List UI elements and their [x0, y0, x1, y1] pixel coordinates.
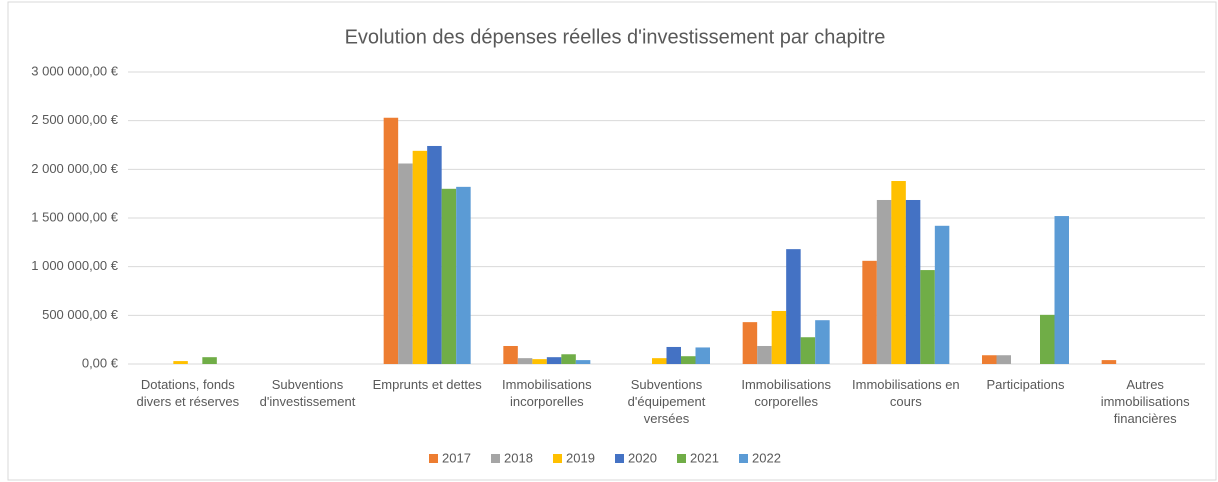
bar [982, 355, 997, 364]
legend-label: 2019 [566, 450, 595, 465]
y-tick-label: 0,00 € [82, 355, 119, 370]
bar [920, 270, 935, 364]
bar [1054, 216, 1069, 364]
bar [532, 359, 547, 364]
legend-swatch [677, 454, 686, 463]
x-tick-label: Subventions d'investissement [259, 377, 356, 409]
bar [412, 150, 428, 364]
y-tick-label: 2 000 000,00 € [31, 161, 119, 176]
legend-swatch [491, 454, 500, 463]
bar [202, 357, 217, 364]
legend-swatch [553, 454, 562, 463]
legend-swatch [739, 454, 748, 463]
bar [503, 345, 518, 364]
bar [934, 225, 950, 364]
y-tick-label: 500 000,00 € [42, 307, 119, 322]
chart-border [7, 1, 1217, 481]
bar [517, 358, 533, 364]
x-tick-label: Immobilisations en cours [852, 377, 960, 409]
bar [905, 199, 921, 364]
bar [681, 356, 696, 364]
legend-label: 2020 [628, 450, 657, 465]
bar [771, 310, 787, 364]
x-tick-label: Emprunts et dettes [372, 377, 482, 392]
bar [383, 117, 399, 364]
bar [173, 361, 188, 364]
bar [996, 355, 1011, 364]
bar [800, 337, 816, 364]
bar [815, 320, 830, 364]
x-tick-label: Immobilisations incorporelles [502, 377, 592, 409]
bar [427, 145, 442, 364]
bar [695, 347, 710, 364]
bar [1040, 314, 1055, 364]
x-tick-label: Autres immobilisations financières [1100, 377, 1190, 426]
bar [546, 357, 562, 364]
x-tick-label: Immobilisations corporelles [741, 377, 831, 409]
legend-swatch [615, 454, 624, 463]
bar [398, 163, 413, 364]
bar [575, 360, 591, 364]
y-tick-label: 1 500 000,00 € [31, 209, 119, 224]
legend-label: 2022 [752, 450, 781, 465]
bar [876, 199, 892, 364]
bar [561, 354, 576, 364]
bar [652, 358, 667, 364]
y-tick-label: 1 000 000,00 € [31, 258, 119, 273]
legend-swatch [429, 454, 438, 463]
x-tick-label: Dotations, fonds divers et réserves [136, 377, 240, 409]
chart-title: Evolution des dépenses réelles d'investi… [345, 26, 886, 48]
x-tick-label: Subventions d'équipement versées [627, 377, 706, 426]
x-tick-label: Participations [986, 377, 1065, 392]
bar [891, 181, 906, 364]
bar [666, 346, 681, 364]
legend-label: 2021 [690, 450, 719, 465]
bar [441, 188, 457, 364]
bar [862, 260, 877, 364]
y-tick-label: 2 500 000,00 € [31, 112, 119, 127]
bar [786, 249, 801, 364]
legend-label: 2018 [504, 450, 533, 465]
y-tick-label: 3 000 000,00 € [31, 63, 119, 78]
bar [757, 345, 772, 364]
legend-label: 2017 [442, 450, 471, 465]
bar [742, 322, 758, 364]
bar [1101, 360, 1117, 364]
bar [456, 186, 471, 364]
